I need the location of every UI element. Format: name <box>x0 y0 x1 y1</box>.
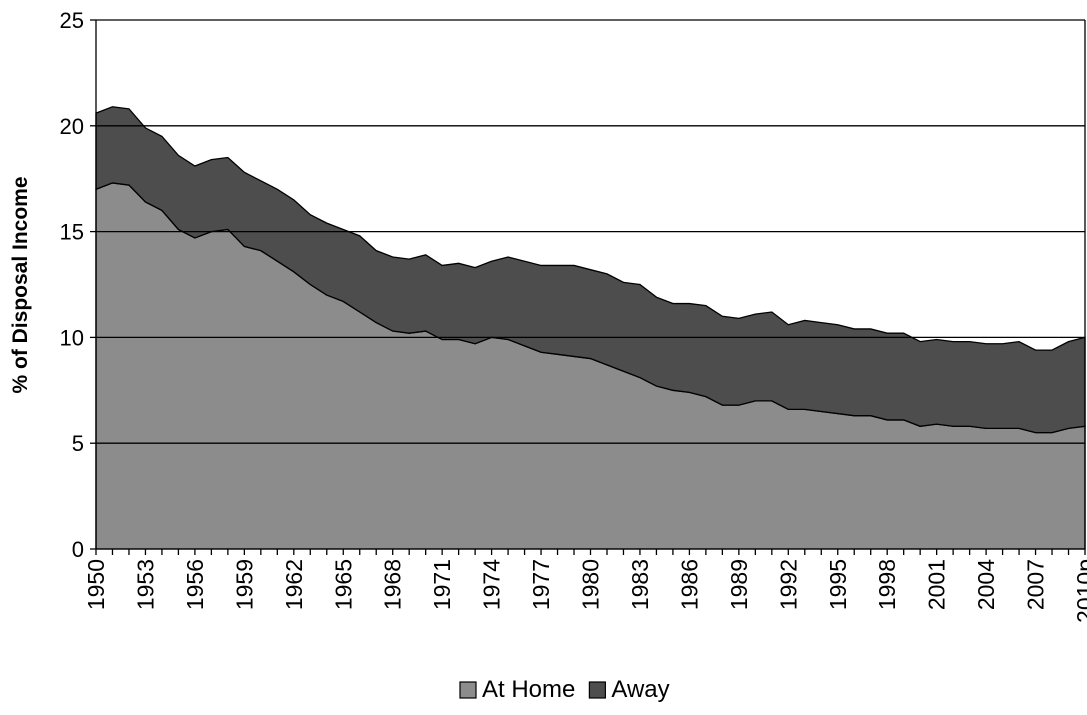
x-tick-label: 1971 <box>429 559 455 610</box>
y-tick-label: 25 <box>60 8 84 33</box>
y-tick-label: 0 <box>72 537 84 562</box>
x-tick-label: 1995 <box>825 559 851 610</box>
x-tick-label: 2007 <box>1023 559 1049 610</box>
x-tick-label: 1989 <box>726 559 752 610</box>
x-tick-label: 1977 <box>528 559 554 610</box>
legend-swatch <box>459 681 477 699</box>
legend-label: Away <box>611 676 669 703</box>
y-tick-label: 10 <box>60 325 84 350</box>
x-tick-label: 1974 <box>479 559 505 610</box>
x-tick-label: 1959 <box>231 559 257 610</box>
x-tick-label: 1998 <box>874 559 900 610</box>
x-tick-label: 1983 <box>627 559 653 610</box>
x-tick-label: 1962 <box>281 559 307 610</box>
y-tick-label: 20 <box>60 114 84 139</box>
x-tick-label: 1956 <box>182 559 208 610</box>
x-tick-label: 1953 <box>132 559 158 610</box>
x-tick-label: 1965 <box>330 559 356 610</box>
x-tick-label: 2001 <box>924 559 950 610</box>
y-tick-label: 5 <box>72 431 84 456</box>
y-tick-label: 15 <box>60 220 84 245</box>
x-tick-label: 2010p <box>1072 559 1087 623</box>
legend-label: At Home <box>482 676 575 703</box>
x-tick-label: 1992 <box>775 559 801 610</box>
x-tick-label: 2004 <box>973 559 999 610</box>
x-tick-label: 1986 <box>676 559 702 610</box>
x-tick-label: 1968 <box>380 559 406 610</box>
x-tick-label: 1950 <box>83 559 109 610</box>
y-axis-label: % of Disposal Income <box>9 176 32 393</box>
legend-swatch <box>588 681 606 699</box>
x-tick-label: 1980 <box>578 559 604 610</box>
